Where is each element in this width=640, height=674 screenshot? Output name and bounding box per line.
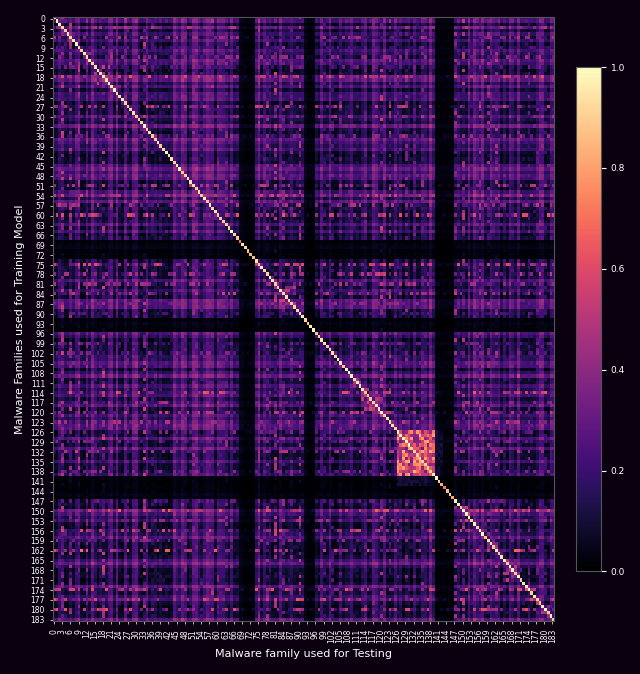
Y-axis label: Malware Families used for Training Model: Malware Families used for Training Model [15, 204, 25, 434]
X-axis label: Malware family used for Testing: Malware family used for Testing [215, 649, 392, 659]
